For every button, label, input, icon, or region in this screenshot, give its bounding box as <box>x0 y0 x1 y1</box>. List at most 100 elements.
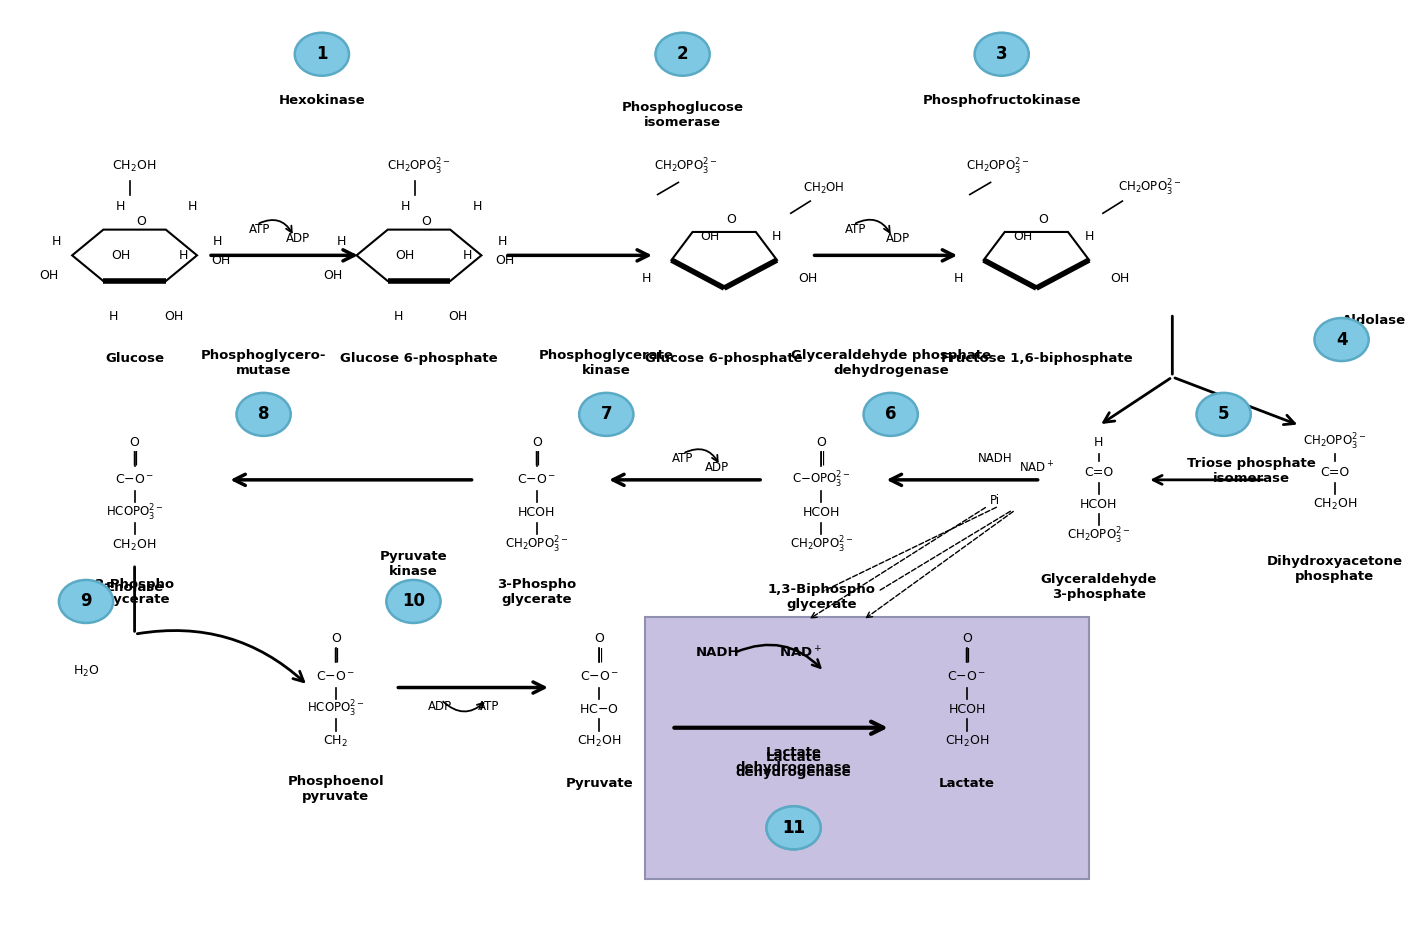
Text: OH: OH <box>323 269 343 282</box>
Text: $\Vert$: $\Vert$ <box>332 646 339 663</box>
Text: Aldolase: Aldolase <box>1342 314 1406 327</box>
Text: Fructose 1,6-biphosphate: Fructose 1,6-biphosphate <box>941 352 1132 365</box>
Text: NADH: NADH <box>696 646 740 660</box>
Ellipse shape <box>975 33 1029 75</box>
Text: O: O <box>531 436 541 449</box>
Text: Lactate: Lactate <box>939 777 995 790</box>
Ellipse shape <box>580 392 633 436</box>
Text: O: O <box>594 632 604 646</box>
Text: HCOH: HCOH <box>802 506 840 519</box>
Text: O: O <box>421 215 431 228</box>
Text: CH$_2$OH: CH$_2$OH <box>112 538 157 553</box>
Text: 11: 11 <box>782 819 805 837</box>
Text: CH$_2$OPO$_3^{2-}$: CH$_2$OPO$_3^{2-}$ <box>653 156 717 177</box>
Text: CH$_2$OPO$_3^{2-}$: CH$_2$OPO$_3^{2-}$ <box>506 535 568 555</box>
Text: ATP: ATP <box>249 223 271 235</box>
Text: Dihydroxyacetone
phosphate: Dihydroxyacetone phosphate <box>1267 555 1403 582</box>
Text: OH: OH <box>211 253 230 266</box>
Text: Hexokinase: Hexokinase <box>279 94 366 107</box>
Text: ADP: ADP <box>706 461 730 474</box>
Text: 2: 2 <box>677 45 689 63</box>
Text: Pi: Pi <box>989 494 1000 507</box>
Text: H: H <box>463 248 472 262</box>
Ellipse shape <box>60 580 113 623</box>
Text: Phosphoglycerate
kinase: Phosphoglycerate kinase <box>538 349 673 377</box>
Text: HC$-$O: HC$-$O <box>580 703 619 715</box>
Text: H: H <box>116 200 125 214</box>
FancyBboxPatch shape <box>645 617 1090 879</box>
Text: H: H <box>394 310 402 323</box>
Text: O: O <box>129 436 139 449</box>
Text: CH$_2$OPO$_3^{2-}$: CH$_2$OPO$_3^{2-}$ <box>1067 526 1131 546</box>
Text: C=O: C=O <box>1321 466 1349 479</box>
Text: CH$_2$OPO$_3^{2-}$: CH$_2$OPO$_3^{2-}$ <box>789 535 853 555</box>
Text: C$-$O$^-$: C$-$O$^-$ <box>115 473 154 486</box>
Text: H: H <box>497 235 507 247</box>
Text: O: O <box>962 632 972 646</box>
Text: $\Vert$: $\Vert$ <box>533 450 540 468</box>
Text: H: H <box>642 272 652 285</box>
Text: $\Vert$: $\Vert$ <box>130 450 137 468</box>
Text: H: H <box>179 248 188 262</box>
Text: 2-Phospho
glycerate: 2-Phospho glycerate <box>95 578 174 606</box>
Text: NADH: NADH <box>978 452 1012 465</box>
Ellipse shape <box>295 33 349 75</box>
Text: HCOPO$_3^{2-}$: HCOPO$_3^{2-}$ <box>106 502 163 522</box>
Text: H: H <box>337 235 346 247</box>
Text: 3-Phospho
glycerate: 3-Phospho glycerate <box>497 578 577 606</box>
Text: Phosphoglucose
isomerase: Phosphoglucose isomerase <box>622 101 744 129</box>
Text: Triose phosphate
isomerase: Triose phosphate isomerase <box>1187 456 1316 485</box>
Ellipse shape <box>863 392 918 436</box>
Ellipse shape <box>1196 392 1251 436</box>
Text: 10: 10 <box>402 593 425 611</box>
Text: ADP: ADP <box>428 700 452 712</box>
Text: C=O: C=O <box>1084 466 1114 479</box>
Text: CH$_2$OPO$_3^{2-}$: CH$_2$OPO$_3^{2-}$ <box>1118 178 1182 198</box>
Ellipse shape <box>387 580 441 623</box>
Ellipse shape <box>237 392 290 436</box>
Text: Glucose: Glucose <box>105 352 164 365</box>
Text: CH$_2$OPO$_3^{2-}$: CH$_2$OPO$_3^{2-}$ <box>1304 432 1366 453</box>
Text: CH$_2$OH: CH$_2$OH <box>112 159 157 174</box>
Text: HCOH: HCOH <box>1080 498 1118 511</box>
Text: OH: OH <box>448 310 468 323</box>
Text: $\Vert$: $\Vert$ <box>964 646 971 663</box>
Text: O: O <box>816 436 826 449</box>
Text: Pyruvate: Pyruvate <box>565 777 633 790</box>
Text: HCOH: HCOH <box>948 703 986 715</box>
Text: ADP: ADP <box>886 232 910 245</box>
Text: Glyceraldehyde
3-phosphate: Glyceraldehyde 3-phosphate <box>1040 573 1156 601</box>
Text: HCOH: HCOH <box>519 506 555 519</box>
Text: Lactate
dehydrogenase: Lactate dehydrogenase <box>735 751 852 779</box>
Text: 11: 11 <box>782 819 805 837</box>
Text: H: H <box>109 310 119 323</box>
Text: CH$_2$OH: CH$_2$OH <box>945 734 989 749</box>
Text: 1,3-Biphospho
glycerate: 1,3-Biphospho glycerate <box>768 582 876 611</box>
Text: NAD$^+$: NAD$^+$ <box>1019 460 1054 475</box>
Text: Phosphoenol
pyruvate: Phosphoenol pyruvate <box>288 774 384 803</box>
Text: OH: OH <box>111 248 130 262</box>
Text: CH$_2$: CH$_2$ <box>323 734 349 749</box>
Text: OH: OH <box>1013 231 1032 243</box>
Text: H: H <box>188 200 197 214</box>
Text: H: H <box>954 272 964 285</box>
Text: CH$_2$OPO$_3^{2-}$: CH$_2$OPO$_3^{2-}$ <box>966 156 1029 177</box>
Text: NAD$^+$: NAD$^+$ <box>779 646 822 661</box>
Text: H: H <box>473 200 482 214</box>
Text: O: O <box>136 215 146 228</box>
Text: 3: 3 <box>996 45 1007 63</box>
Ellipse shape <box>767 806 820 850</box>
Text: Glucose 6-phosphate: Glucose 6-phosphate <box>645 352 803 365</box>
Text: H$_2$O: H$_2$O <box>72 664 99 679</box>
Text: ATP: ATP <box>846 223 867 235</box>
Text: H: H <box>213 235 222 247</box>
Text: 7: 7 <box>601 406 612 423</box>
Text: 8: 8 <box>258 406 269 423</box>
Text: H: H <box>401 200 410 214</box>
Text: ATP: ATP <box>478 700 499 712</box>
Text: Phosphofructokinase: Phosphofructokinase <box>922 94 1081 107</box>
Text: OH: OH <box>701 231 720 243</box>
Text: O: O <box>1039 214 1049 226</box>
Text: C$-$O$^-$: C$-$O$^-$ <box>948 670 986 683</box>
Ellipse shape <box>767 806 820 850</box>
